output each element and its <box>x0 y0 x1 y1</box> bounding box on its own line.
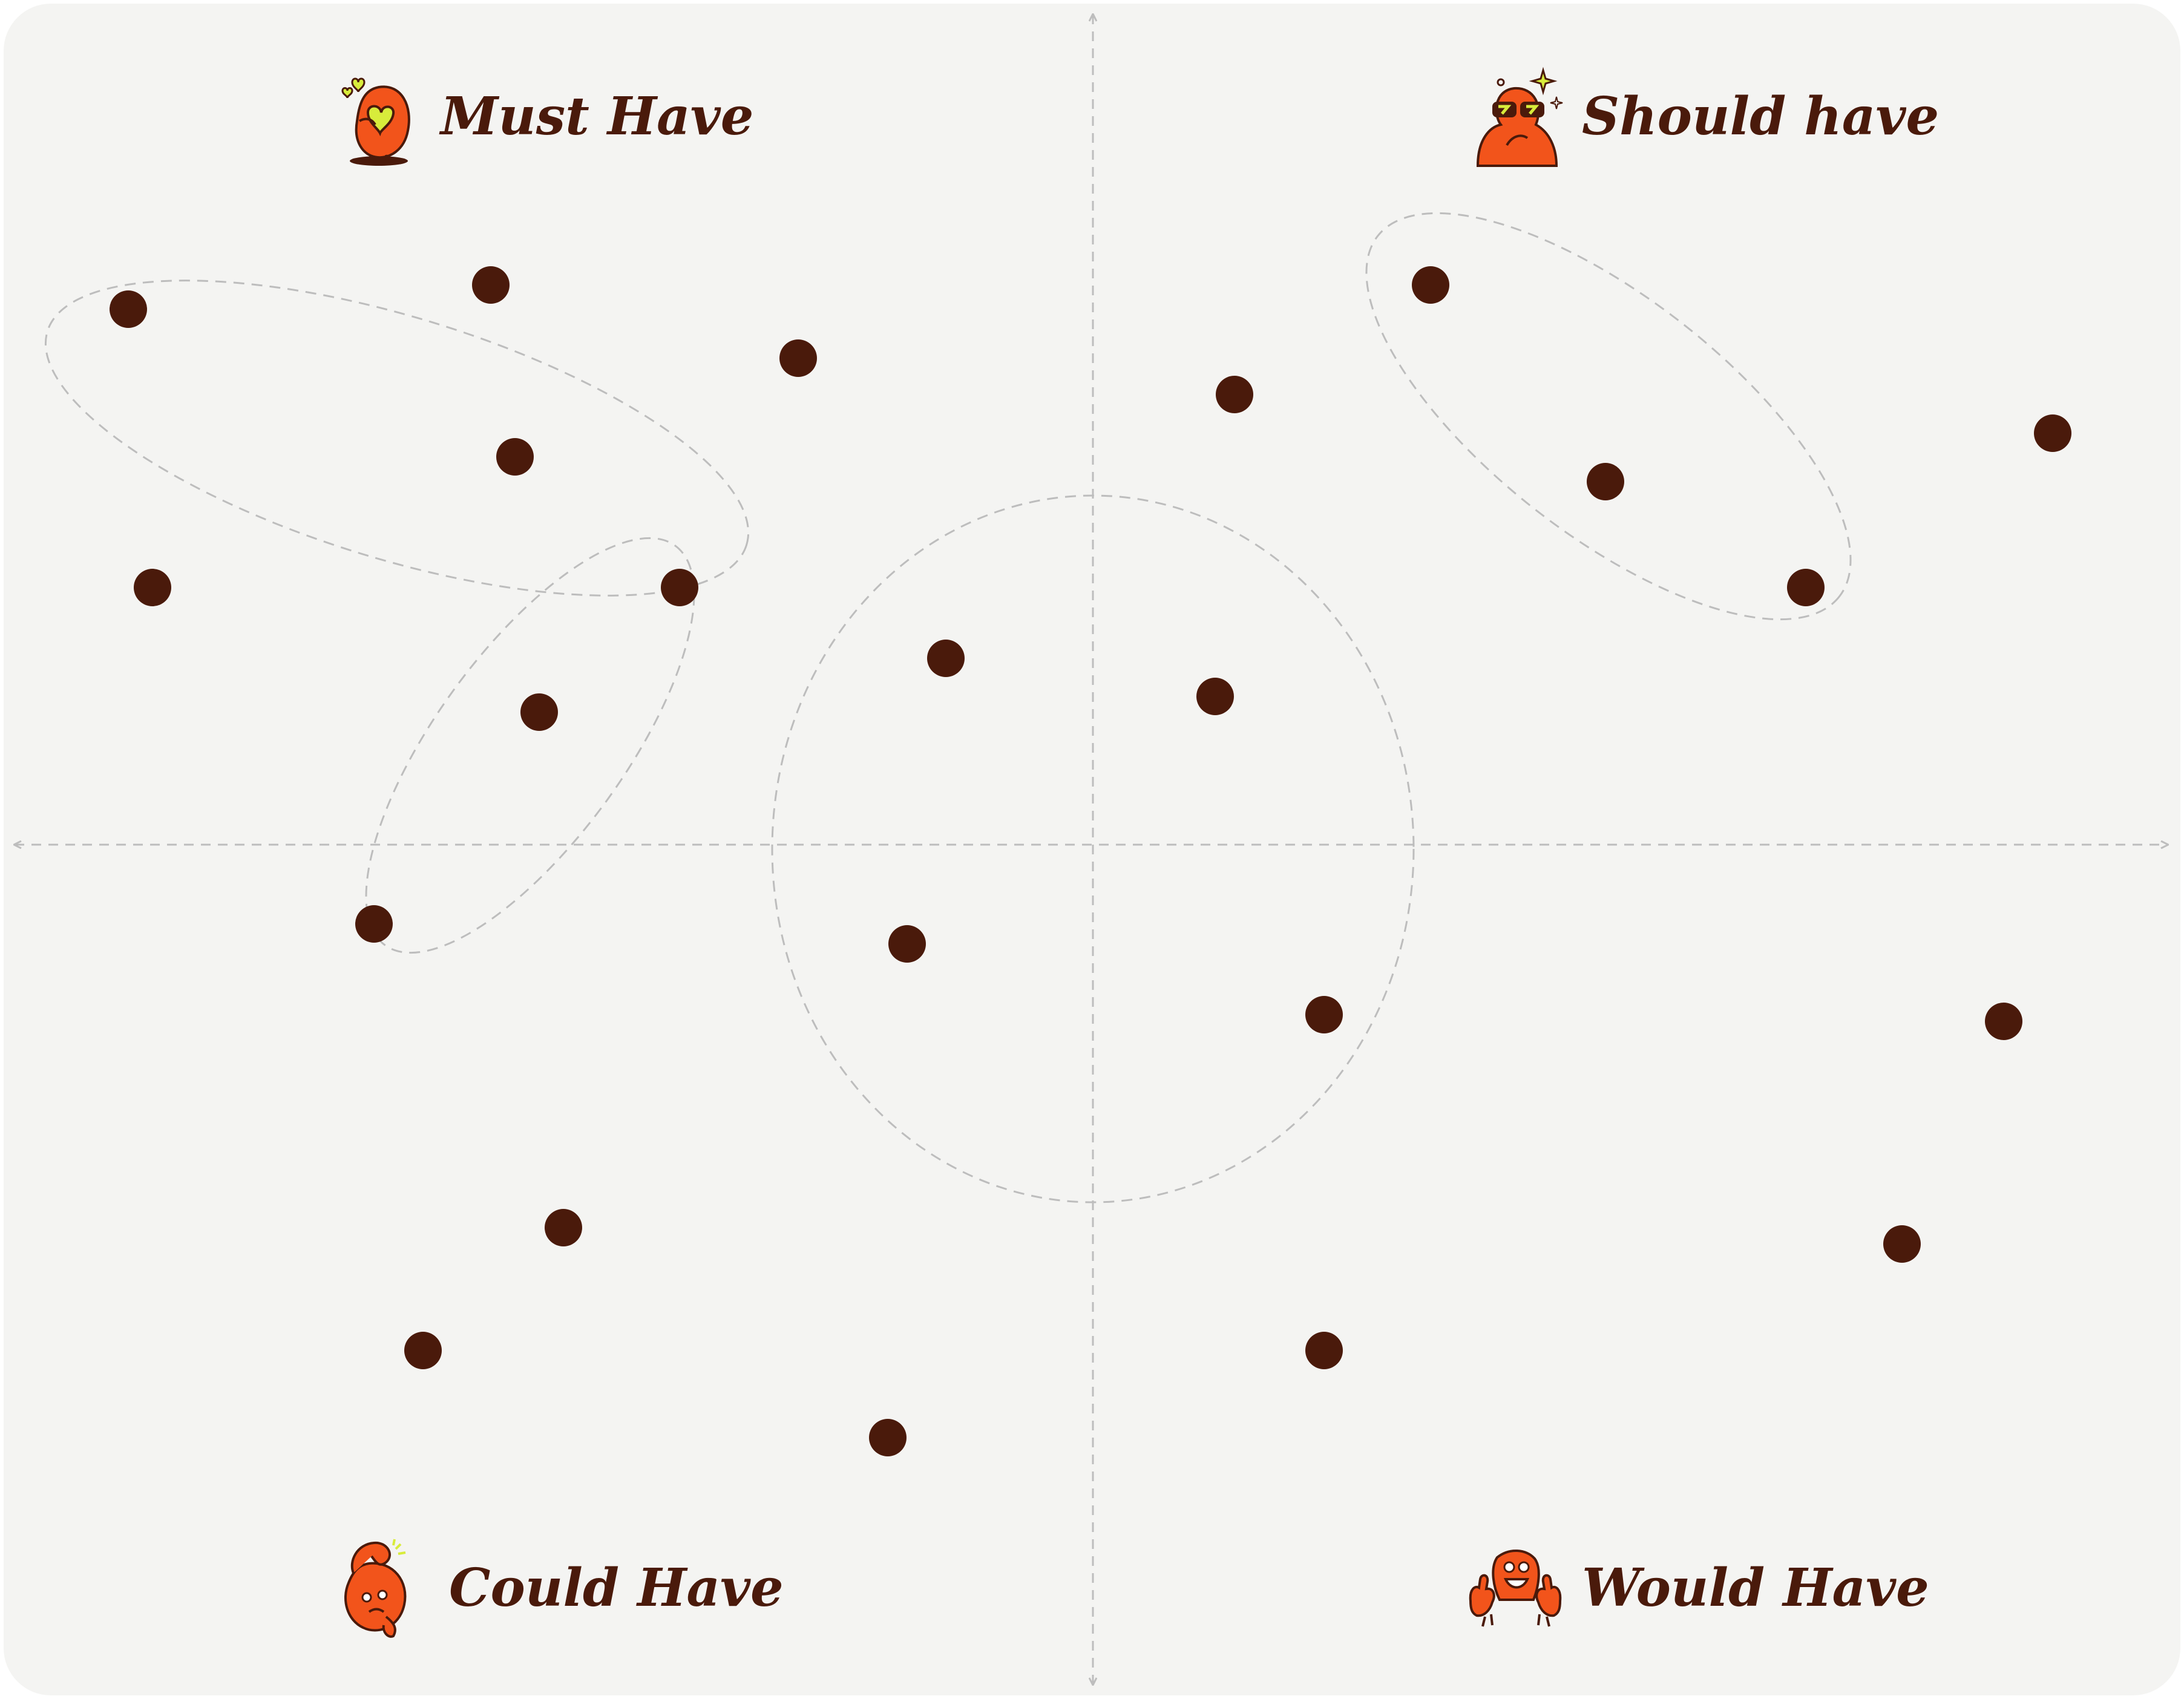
item-dot <box>404 1332 442 1369</box>
item-dot <box>1985 1003 2022 1040</box>
item-dot <box>888 925 926 963</box>
could-have-label: Could Have <box>449 1557 784 1619</box>
item-dot <box>1883 1225 1921 1263</box>
item-dot <box>496 438 534 476</box>
item-dot <box>1412 266 1449 304</box>
would-have-label: Would Have <box>1582 1557 1929 1619</box>
guides <box>15 15 2168 1684</box>
heart-hugging-mascot-icon <box>341 70 420 167</box>
center-cluster <box>771 494 1415 1203</box>
item-dot <box>472 266 510 304</box>
item-dot <box>927 640 965 677</box>
item-dot <box>110 290 147 328</box>
thumbs-up-mascot-icon <box>1467 1545 1564 1630</box>
must-could-cluster <box>365 537 695 954</box>
item-dot <box>134 569 171 606</box>
item-dot <box>355 905 393 943</box>
must-have-label: Must Have <box>441 86 754 147</box>
should-have-cluster <box>1365 212 1852 621</box>
item-dot <box>1216 376 1253 413</box>
item-dot <box>2034 414 2071 452</box>
sunglasses-mascot-icon <box>1472 67 1569 169</box>
item-dot <box>869 1419 907 1456</box>
item-dot <box>1587 463 1624 500</box>
item-dot <box>1305 1332 1343 1369</box>
items <box>110 266 2071 1456</box>
item-dot <box>1196 678 1234 715</box>
priority-matrix-board: Must Have Should have Could Have <box>4 4 2180 1695</box>
item-dot <box>520 693 558 731</box>
item-dot <box>1305 996 1343 1033</box>
item-dot <box>779 339 817 377</box>
thinking-mascot-icon <box>335 1537 414 1640</box>
matrix-canvas <box>4 4 2180 1695</box>
groupings <box>44 212 1852 1203</box>
must-have-cluster <box>44 280 750 597</box>
item-dot <box>661 569 698 606</box>
item-dot <box>545 1209 582 1246</box>
item-dot <box>1787 569 1825 606</box>
should-have-label: Should have <box>1582 86 1940 147</box>
